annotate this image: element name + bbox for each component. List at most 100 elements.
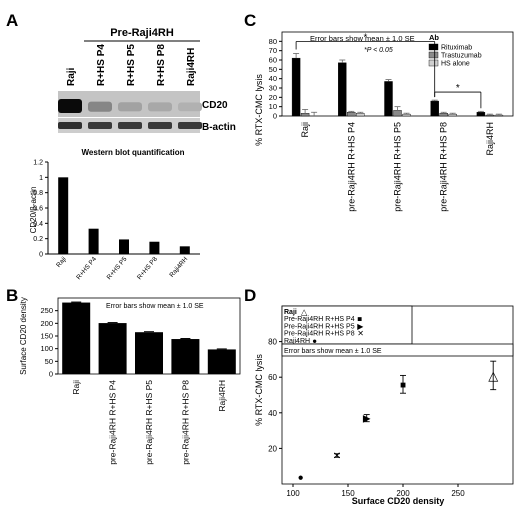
blot-band-actin-raji: [58, 122, 82, 129]
b-y-tick-label: 250: [40, 306, 53, 315]
b-bar-pre-raji4rh-r-hs-p4: [98, 323, 127, 374]
b-x-tick-label: Raji4RH: [217, 380, 227, 412]
d-point-raji: △: [488, 368, 498, 383]
b-bar-raji4rh: [207, 349, 236, 374]
inset-bar-raji: [58, 177, 69, 254]
panel-b-annotation: Error bars show mean ± 1.0 SE: [106, 303, 204, 310]
b-y-tick-label: 150: [40, 332, 53, 341]
inset-bar-raji4rh: [179, 246, 190, 254]
c-y-tick-label: 40: [269, 74, 277, 83]
d-legend-marker-raji4rh: ●: [312, 336, 317, 345]
c-legend-swatch-hs-alone: [428, 59, 439, 67]
surface-cd20-density-chart: Error bars show mean ± 1.0 SE Surface CD…: [19, 297, 241, 465]
c-significance-mark: *: [363, 32, 367, 43]
blot-band-actin-raji4rh: [178, 122, 202, 129]
inset-y-tick-label: 1.2: [33, 160, 43, 167]
c-bar-hs-alone-raji4rh: [494, 114, 504, 117]
c-x-tick-label: pre-Raji4RH R+HS P8: [439, 122, 449, 212]
panel-d-legend: Raji △Pre-Raji4RH R+HS P4 ■Pre-Raji4RH R+H…: [284, 308, 364, 346]
inset-x-tick-label: R+HS P8: [136, 255, 159, 281]
b-bar-pre-raji4rh-r-hs-p8: [171, 339, 200, 374]
d-y-tick-label: 20: [268, 444, 277, 453]
c-y-tick-label: 60: [269, 56, 277, 65]
c-legend-label-hs-alone: HS alone: [441, 61, 470, 68]
c-y-tick-label: 10: [269, 102, 277, 111]
panel-d-legend-box: [281, 305, 413, 345]
c-y-tick-label: 80: [269, 37, 277, 46]
c-bar-rituximab-pre-raji4rh-r-hs-p4: [338, 62, 347, 117]
c-significance-mark: *: [456, 83, 460, 94]
c-legend-label-rituximab: Rituximab: [441, 45, 472, 52]
d-x-tick-label: 150: [341, 489, 355, 498]
blot-lane-label-r-hs-p8: R+HS P8: [156, 44, 167, 86]
blot-lane-label-raji: Raji: [66, 67, 77, 86]
d-point-pre-raji4rh-r-hs-p5: ▶: [363, 414, 371, 425]
panel-d-annotation-box: [281, 343, 514, 357]
d-x-tick-label: 100: [286, 489, 300, 498]
b-y-tick-label: 100: [40, 344, 53, 353]
c-bar-rituximab-raji4rh: [476, 112, 486, 117]
d-x-tick-label: 200: [396, 489, 410, 498]
d-legend-label-raji4rh: Raji4RH: [284, 338, 310, 345]
inset-bar-r-hs-p4: [88, 228, 99, 254]
panel-d-ylabel: % RTX-CMC lysis: [254, 354, 264, 426]
c-legend-swatch-trastuzumab: [428, 51, 439, 59]
inset-y-tick-label: 0.6: [33, 206, 43, 213]
panel-label-c: C: [244, 11, 256, 30]
d-legend-marker-pre-raji4rh-r-hs-p8: ✕: [357, 329, 364, 338]
blot-lane-label-raji4rh: Raji4RH: [186, 48, 197, 86]
c-y-tick-label: 20: [269, 93, 277, 102]
d-legend-label-pre-raji4rh-r-hs-p8: Pre-Raji4RH R+HS P8: [284, 331, 355, 338]
d-y-tick-label: 40: [268, 409, 277, 418]
panel-label-a: A: [6, 11, 18, 30]
c-bar-hs-alone-pre-raji4rh-r-hs-p8: [448, 113, 457, 117]
inset-x-tick-label: R+HS P5: [106, 255, 129, 281]
d-point-pre-raji4rh-r-hs-p4: ■: [400, 380, 406, 391]
c-x-tick-label: pre-Raji4RH R+HS P4: [346, 122, 356, 212]
blot-row-label-cd20: CD20: [202, 100, 228, 111]
d-x-tick-label: 250: [451, 489, 465, 498]
panel-d-annotation: Error bars show mean ± 1.0 SE: [284, 348, 382, 355]
d-point-raji4rh: ●: [298, 472, 304, 483]
inset-y-tick-label: 0: [39, 252, 43, 259]
inset-y-tick-label: 0.2: [33, 236, 43, 243]
c-bar-trastuzumab-pre-raji4rh-r-hs-p5: [393, 110, 402, 117]
c-bar-trastuzumab-pre-raji4rh-r-hs-p8: [439, 112, 448, 117]
c-x-tick-label: pre-Raji4RH R+HS P5: [393, 122, 403, 212]
c-bar-rituximab-raji: [291, 57, 301, 117]
blot-band-cd20-r-hs-p5: [118, 102, 142, 112]
inset-bar-r-hs-p5: [119, 239, 129, 254]
d-legend-marker-pre-raji4rh-r-hs-p4: ■: [357, 315, 362, 324]
panel-b-ylabel: Surface CD20 density: [19, 297, 28, 375]
c-bar-trastuzumab-raji4rh: [485, 114, 495, 117]
c-y-tick-label: 0: [273, 112, 277, 121]
c-bar-hs-alone-pre-raji4rh-r-hs-p4: [356, 112, 365, 117]
panel-c-legend-title: Ab: [429, 33, 439, 42]
blot-band-actin-r-hs-p4: [88, 122, 112, 129]
panel-d-xlabel: Surface CD20 density: [352, 496, 445, 506]
c-y-tick-label: 50: [269, 65, 277, 74]
blot-band-cd20-r-hs-p8: [148, 102, 172, 112]
panel-c-frame: [281, 31, 514, 117]
c-legend-label-trastuzumab: Trastuzumab: [441, 53, 482, 60]
panel-c-ylabel: % RTX-CMC lysis: [254, 74, 264, 146]
c-y-tick-label: 30: [269, 84, 277, 93]
b-bar-pre-raji4rh-r-hs-p5: [135, 332, 163, 374]
d-legend-label-raji: Raji: [284, 309, 297, 316]
d-legend-label-pre-raji4rh-r-hs-p4: Pre-Raji4RH R+HS P4: [284, 316, 355, 323]
blot-band-cd20-raji4rh: [178, 102, 202, 112]
b-x-tick-label: pre-Raji4RH R+HS P4: [108, 380, 118, 465]
panel-c-annotation: Error bars show mean ± 1.0 SE: [310, 34, 415, 43]
c-legend-swatch-rituximab: [428, 43, 439, 51]
c-y-tick-label: 70: [269, 46, 277, 55]
western-blot-quantification-chart: Western blot quantification CD20/β-actin…: [29, 148, 200, 281]
blot-row-label-actin: B-actin: [202, 122, 236, 133]
panel-label-d: D: [244, 286, 256, 305]
b-x-tick-label: pre-Raji4RH R+HS P8: [180, 380, 190, 465]
inset-y-tick-label: 1: [39, 175, 43, 182]
inset-x-tick-label: Raji: [55, 256, 68, 269]
inset-y-tick-label: 0.8: [33, 190, 43, 197]
b-y-tick-label: 0: [49, 370, 53, 379]
